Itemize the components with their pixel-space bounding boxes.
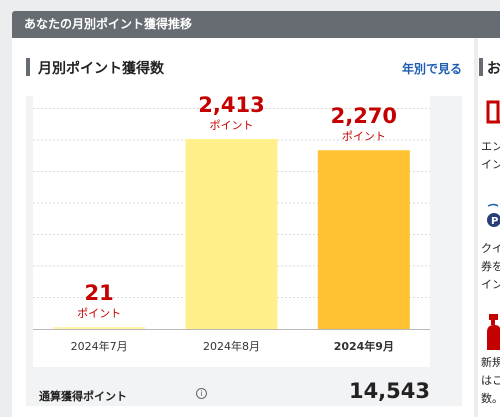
section-title: あなたの月別ポイント獲得推移 [24, 17, 193, 31]
bar-value-label: 2,270 [331, 104, 397, 128]
right-panel-line: イン [481, 158, 500, 171]
p-badge-icon: P [487, 203, 500, 227]
category-axis [33, 329, 430, 330]
bar [317, 150, 410, 329]
right-panel-line: 新規 [481, 356, 500, 369]
right-panel-line: クイ [481, 242, 500, 255]
yearly-view-link[interactable]: 年別で見る [401, 62, 462, 76]
right-panel-line: 券を [481, 260, 500, 273]
bar-value-label: 2,413 [198, 93, 264, 117]
section-header: あなたの月別ポイント獲得推移 [12, 11, 500, 38]
right-panel: お エン イン P クイ 券を イン 新規 はこ 数。 [478, 38, 500, 417]
right-panel-line: イン [481, 278, 500, 291]
card-header: 月別ポイント獲得数 年別で見る [26, 56, 474, 80]
card-title: 月別ポイント獲得数 [38, 61, 164, 77]
category-tick-label: 2024年9月 [334, 339, 394, 353]
bar-unit-label: ポイント [77, 307, 121, 320]
bar-value-label: 21 [85, 281, 114, 305]
total-points-value: 14,543 [348, 379, 430, 403]
bar [185, 138, 278, 329]
right-panel-line: 数。 [481, 392, 500, 405]
total-points-row: 通算獲得ポイント i 14,543 [33, 379, 430, 417]
right-panel-accent-bar [479, 58, 483, 76]
category-tick-label: 2024年7月 [71, 339, 128, 353]
bar-unit-label: ポイント [210, 119, 254, 132]
right-panel-line: はこ [481, 374, 500, 387]
right-panel-title: お [487, 61, 500, 77]
spray-icon [487, 314, 500, 350]
book-icon [486, 100, 500, 124]
info-icon[interactable]: i [196, 388, 207, 399]
right-panel-line: エン [481, 140, 500, 153]
header-accent-bar [26, 58, 30, 76]
total-points-label: 通算獲得ポイント [39, 390, 127, 403]
bar-chart: ポイント212024年7月ポイント2,4132024年8月ポイント2,27020… [33, 93, 430, 353]
chart-plot-area: ポイント 21 2024年7月 ポイント 2,413 2024年8月 ポイント 2,270 20… [33, 77, 430, 367]
bar [53, 327, 146, 329]
bar-unit-label: ポイント [342, 130, 386, 143]
svg-text:P: P [491, 216, 498, 227]
category-tick-label: 2024年8月 [203, 339, 260, 353]
